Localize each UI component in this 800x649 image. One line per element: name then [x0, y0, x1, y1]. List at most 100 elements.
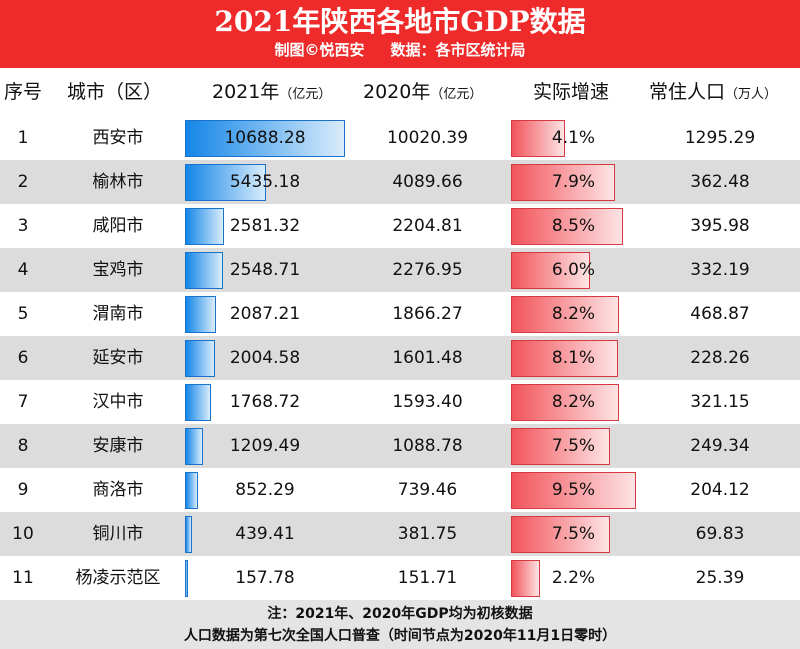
- growth-bar: [511, 208, 623, 245]
- table-row: 6 延安市 2004.58 1601.48 8.1% 228.26: [0, 336, 800, 380]
- header-gdp2021-unit: （亿元）: [279, 87, 332, 102]
- city-cell: 宝鸡市: [92, 260, 144, 280]
- gdp-bar: [185, 384, 212, 421]
- city-cell: 杨凌示范区: [75, 568, 161, 588]
- growth-bar: [511, 120, 565, 157]
- gdp2021-cell: 157.78: [235, 568, 295, 588]
- city-cell: 西安市: [92, 128, 144, 148]
- rank-cell: 4: [17, 260, 29, 280]
- table-row: 4 宝鸡市 2548.71 2276.95 6.0% 332.19: [0, 248, 800, 292]
- gdp-bar: [185, 516, 192, 553]
- gdp2020-cell: 381.75: [397, 524, 458, 544]
- gdp-bar: [185, 472, 198, 509]
- header-population: 常住人口（万人）: [649, 68, 777, 116]
- growth-bar: [511, 252, 590, 289]
- city-cell: 汉中市: [92, 392, 144, 412]
- gdp2021-cell: 2548.71: [229, 260, 301, 280]
- table-row: 1 西安市 10688.28 10020.39 4.1% 1295.29: [0, 116, 800, 160]
- gdp2020-cell: 739.46: [397, 480, 458, 500]
- population-cell: 25.39: [695, 568, 745, 588]
- gdp-bar: [185, 252, 224, 289]
- gdp-bar: [185, 560, 188, 597]
- table-row: 8 安康市 1209.49 1088.78 7.5% 249.34: [0, 424, 800, 468]
- gdp2021-cell: 2087.21: [229, 304, 301, 324]
- header-gdp2020-label: 2020年: [363, 81, 431, 103]
- gdp2020-cell: 2276.95: [392, 260, 463, 280]
- header-city: 城市（区）: [67, 81, 163, 103]
- population-cell: 321.15: [690, 392, 750, 412]
- gdp2020-cell: 151.71: [397, 568, 458, 588]
- gdp2021-cell: 1768.72: [229, 392, 301, 412]
- gdp2021-cell: 439.41: [235, 524, 295, 544]
- growth-cell: 8.5%: [551, 216, 596, 236]
- growth-bar: [511, 164, 615, 201]
- growth-cell: 8.2%: [551, 304, 596, 324]
- table-row: 10 铜川市 439.41 381.75 7.5% 69.83: [0, 512, 800, 556]
- population-cell: 362.48: [690, 172, 750, 192]
- gdp2021-cell: 10688.28: [224, 128, 306, 148]
- gdp2020-cell: 4089.66: [392, 172, 463, 192]
- gdp2021-cell: 5435.18: [229, 172, 301, 192]
- growth-cell: 7.5%: [551, 436, 596, 456]
- population-cell: 204.12: [690, 480, 750, 500]
- table-row: 3 咸阳市 2581.32 2204.81 8.5% 395.98: [0, 204, 800, 248]
- table-header: 序号 城市（区） 2021年（亿元） 2020年（亿元） 实际增速 常住人口（万…: [0, 68, 800, 116]
- rank-cell: 8: [17, 436, 29, 456]
- population-cell: 332.19: [690, 260, 750, 280]
- header-growth: 实际增速: [533, 81, 610, 103]
- gdp-bar: [185, 428, 204, 465]
- gdp-bar: [185, 340, 215, 377]
- header-population-unit: （万人）: [725, 87, 778, 102]
- city-cell: 榆林市: [92, 172, 144, 192]
- table-row: 7 汉中市 1768.72 1593.40 8.2% 321.15: [0, 380, 800, 424]
- growth-cell: 4.1%: [551, 128, 596, 148]
- rank-cell: 7: [17, 392, 29, 412]
- rank-cell: 2: [17, 172, 29, 192]
- growth-cell: 2.2%: [551, 568, 596, 588]
- gdp-bar: [185, 164, 267, 201]
- gdp-bar: [185, 208, 224, 245]
- population-cell: 468.87: [690, 304, 750, 324]
- header-gdp2020: 2020年（亿元）: [363, 68, 482, 116]
- city-cell: 咸阳市: [92, 216, 144, 236]
- page-subtitle: 制图©悦西安 数据：各市区统计局: [274, 41, 526, 59]
- gdp2020-cell: 1593.40: [392, 392, 463, 412]
- gdp2020-cell: 1601.48: [392, 348, 463, 368]
- header-gdp2021: 2021年（亿元）: [212, 68, 331, 116]
- footer-note-2: 人口数据为第七次全国人口普查（时间节点为2020年11月1日零时）: [183, 628, 617, 644]
- growth-bar: [511, 560, 540, 597]
- gdp2021-cell: 2581.32: [229, 216, 301, 236]
- growth-cell: 7.9%: [551, 172, 596, 192]
- growth-cell: 8.1%: [551, 348, 596, 368]
- growth-bar: [511, 428, 610, 465]
- rank-cell: 5: [17, 304, 29, 324]
- growth-bar: [511, 296, 619, 333]
- growth-cell: 9.5%: [551, 480, 596, 500]
- city-cell: 安康市: [92, 436, 144, 456]
- growth-cell: 8.2%: [551, 392, 596, 412]
- header-population-label: 常住人口: [649, 81, 726, 103]
- growth-bar: [511, 340, 618, 377]
- gdp2020-cell: 1088.78: [392, 436, 463, 456]
- header-gdp2020-unit: （亿元）: [430, 87, 483, 102]
- footer-notes: 注：2021年、2020年GDP均为初核数据 人口数据为第七次全国人口普查（时间…: [0, 600, 800, 649]
- table-row: 9 商洛市 852.29 739.46 9.5% 204.12: [0, 468, 800, 512]
- city-cell: 渭南市: [92, 304, 144, 324]
- population-cell: 1295.29: [684, 128, 756, 148]
- rank-cell: 6: [17, 348, 29, 368]
- gdp-bar: [185, 296, 217, 333]
- rank-cell: 1: [17, 128, 29, 148]
- title-banner: 2021年陕西各地市GDP数据 制图©悦西安 数据：各市区统计局: [0, 0, 800, 68]
- rank-cell: 11: [12, 568, 34, 588]
- growth-bar: [511, 516, 610, 553]
- city-cell: 铜川市: [92, 524, 144, 544]
- population-cell: 395.98: [690, 216, 750, 236]
- growth-cell: 6.0%: [551, 260, 596, 280]
- table-row: 5 渭南市 2087.21 1866.27 8.2% 468.87: [0, 292, 800, 336]
- table-row: 11 杨凌示范区 157.78 151.71 2.2% 25.39: [0, 556, 800, 600]
- population-cell: 69.83: [695, 524, 745, 544]
- growth-cell: 7.5%: [551, 524, 596, 544]
- gdp2020-cell: 2204.81: [392, 216, 463, 236]
- city-cell: 延安市: [92, 348, 144, 368]
- rank-cell: 10: [12, 524, 34, 544]
